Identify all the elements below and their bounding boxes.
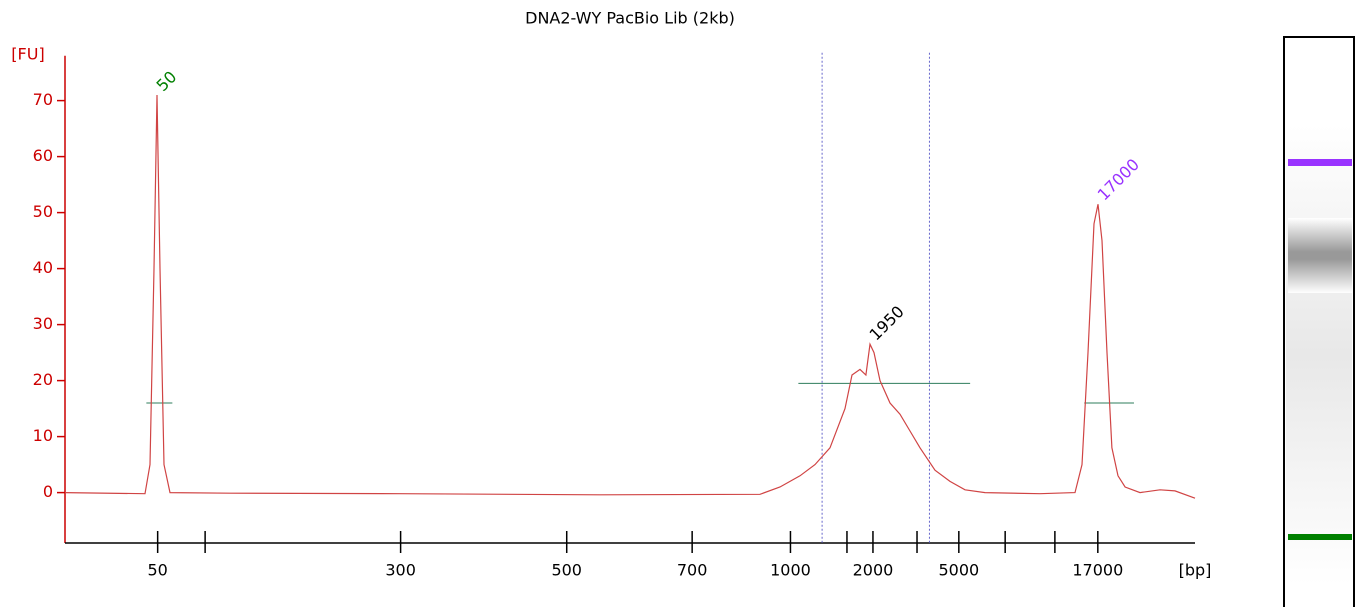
x-tick-label: 17000 (1072, 561, 1123, 580)
lower-marker-band (1288, 534, 1352, 540)
y-tick-label: 40 (33, 258, 53, 277)
chart-title: DNA2-WY PacBio Lib (2kb) (525, 9, 735, 28)
x-tick-label: 1000 (770, 561, 811, 580)
peak-label: 1950 (866, 302, 908, 344)
x-tick-label: 500 (551, 561, 582, 580)
x-tick-label: 300 (385, 561, 416, 580)
x-tick-label: 50 (147, 561, 167, 580)
peak-label: 50 (153, 67, 181, 95)
y-tick-label: 60 (33, 146, 53, 165)
upper-marker-band (1288, 159, 1352, 166)
gel-lane (1283, 36, 1355, 607)
y-axis-label: [FU] (11, 45, 44, 64)
trace (64, 94, 1196, 499)
y-tick-label: 70 (33, 90, 53, 109)
peak-label: 17000 (1094, 155, 1143, 204)
smear-band (1288, 218, 1352, 293)
y-tick-label: 20 (33, 370, 53, 389)
x-tick-label: 700 (677, 561, 708, 580)
x-tick-label: 2000 (853, 561, 894, 580)
y-tick-label: 0 (43, 482, 53, 501)
y-tick-label: 50 (33, 202, 53, 221)
y-tick-label: 30 (33, 314, 53, 333)
lane-haze (1286, 125, 1352, 585)
y-tick-label: 10 (33, 426, 53, 445)
x-axis-label: [bp] (1179, 561, 1212, 580)
x-tick-label: 5000 (938, 561, 979, 580)
